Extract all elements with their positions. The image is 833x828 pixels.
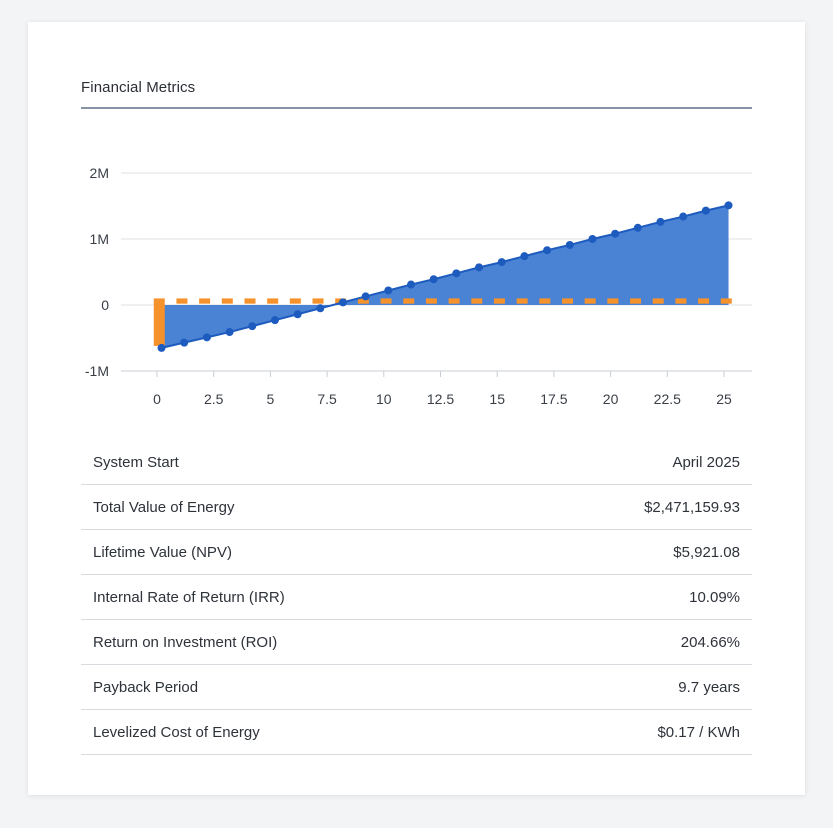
cashflow-bar [630,298,642,304]
cumulative-point [452,269,461,278]
cashflow-bar [312,298,324,304]
cumulative-point [611,229,620,238]
financial-metrics-card: Financial Metrics 2M 1M 0 -1M 0 2.5 5 7.5 10 12.5… [28,22,805,795]
metric-value: $2,471,159.93 [644,498,740,516]
cumulative-point [407,280,416,289]
metric-row-irr: Internal Rate of Return (IRR) 10.09% [81,575,752,620]
metric-value: 9.7 years [678,678,740,696]
y-tick-label: 0 [101,297,109,313]
metric-label: Lifetime Value (NPV) [93,543,232,561]
cashflow-bar [607,298,619,304]
cumulative-point [679,212,688,221]
metric-value: April 2025 [672,453,740,471]
metric-label: Payback Period [93,678,199,696]
cumulative-point [565,240,574,249]
cumulative-point [475,263,484,272]
x-tick-label: 12.5 [427,391,454,407]
cumulative-point [202,333,211,342]
cumulative-point [384,286,393,295]
cumulative-point [180,338,189,347]
cashflow-bar [652,298,664,304]
cashflow-bar [471,298,483,304]
x-tick-label: 5 [267,391,275,407]
x-tick-label: 0 [153,391,161,407]
metric-value: 204.66% [680,633,740,651]
cumulative-point [656,217,665,226]
y-tick-label: 1M [90,231,109,247]
cashflow-bar [562,298,574,304]
cumulative-point [361,292,370,301]
cashflow-bar [584,298,596,304]
cashflow-bar [698,298,710,304]
metric-label: Return on Investment (ROI) [93,633,278,651]
x-tick-label: 10 [376,391,392,407]
x-tick-label: 2.5 [204,391,224,407]
x-tick-label: 15 [489,391,505,407]
metric-label: Internal Rate of Return (IRR) [93,588,285,606]
cashflow-bar [267,298,279,304]
cumulative-point [724,201,733,210]
cashflow-bar [720,298,732,304]
cumulative-point [270,316,279,325]
x-tick-label: 7.5 [317,391,337,407]
cashflow-bar [448,298,460,304]
metric-row-lcoe: Levelized Cost of Energy $0.17 / KWh [81,710,752,755]
section-title: Financial Metrics [81,79,196,96]
cumulative-point [701,206,710,215]
cumulative-point [338,298,347,307]
cashflow-bar [221,298,233,304]
x-tick-label: 25 [716,391,732,407]
metric-value: $5,921.08 [673,543,740,561]
x-tick-label: 20 [603,391,619,407]
cashflow-bar [153,298,165,346]
metric-value: $0.17 / KWh [657,723,740,741]
y-tick-label: 2M [90,165,109,181]
cumulative-point [157,343,166,352]
metric-row-total-value-of-energy: Total Value of Energy $2,471,159.93 [81,485,752,530]
cashflow-bar [403,298,415,304]
cumulative-point [293,310,302,319]
cashflow-chart: 2M 1M 0 -1M 0 2.5 5 7.5 10 12.5 15 17.5 20 22.5 25 [28,22,805,442]
title-divider [81,107,752,109]
cashflow-bar [516,298,528,304]
x-tick-label: 22.5 [654,391,681,407]
cumulative-point [316,304,325,313]
cashflow-bar [539,298,551,304]
cashflow-bar [176,298,188,304]
cashflow-bar [675,298,687,304]
x-tick-label: 17.5 [540,391,567,407]
cashflow-bar [493,298,505,304]
cumulative-point [248,322,257,331]
metric-value: 10.09% [689,588,740,606]
metrics-table: System Start April 2025 Total Value of E… [81,440,752,755]
cashflow-bar [380,298,392,304]
cashflow-bar [425,298,437,304]
metric-row-payback-period: Payback Period 9.7 years [81,665,752,710]
metric-label: Total Value of Energy [93,498,235,516]
cumulative-point [429,275,438,284]
metric-row-system-start: System Start April 2025 [81,440,752,485]
cumulative-point [497,258,506,267]
metric-label: Levelized Cost of Energy [93,723,260,741]
metric-row-npv: Lifetime Value (NPV) $5,921.08 [81,530,752,575]
cumulative-point [225,328,234,337]
metric-label: System Start [93,453,179,471]
chart-svg: 2M 1M 0 -1M 0 2.5 5 7.5 10 12.5 15 17.5 20 22.5 25 [85,165,752,407]
y-tick-label: -1M [85,363,109,379]
cashflow-bar [244,298,256,304]
metric-row-roi: Return on Investment (ROI) 204.66% [81,620,752,665]
cumulative-point [543,246,552,255]
cumulative-point [633,223,642,232]
cashflow-bar [199,298,211,304]
cashflow-bar [289,298,301,304]
cumulative-point [520,252,529,261]
cashflow-bar [357,298,369,304]
cumulative-point [588,235,597,243]
